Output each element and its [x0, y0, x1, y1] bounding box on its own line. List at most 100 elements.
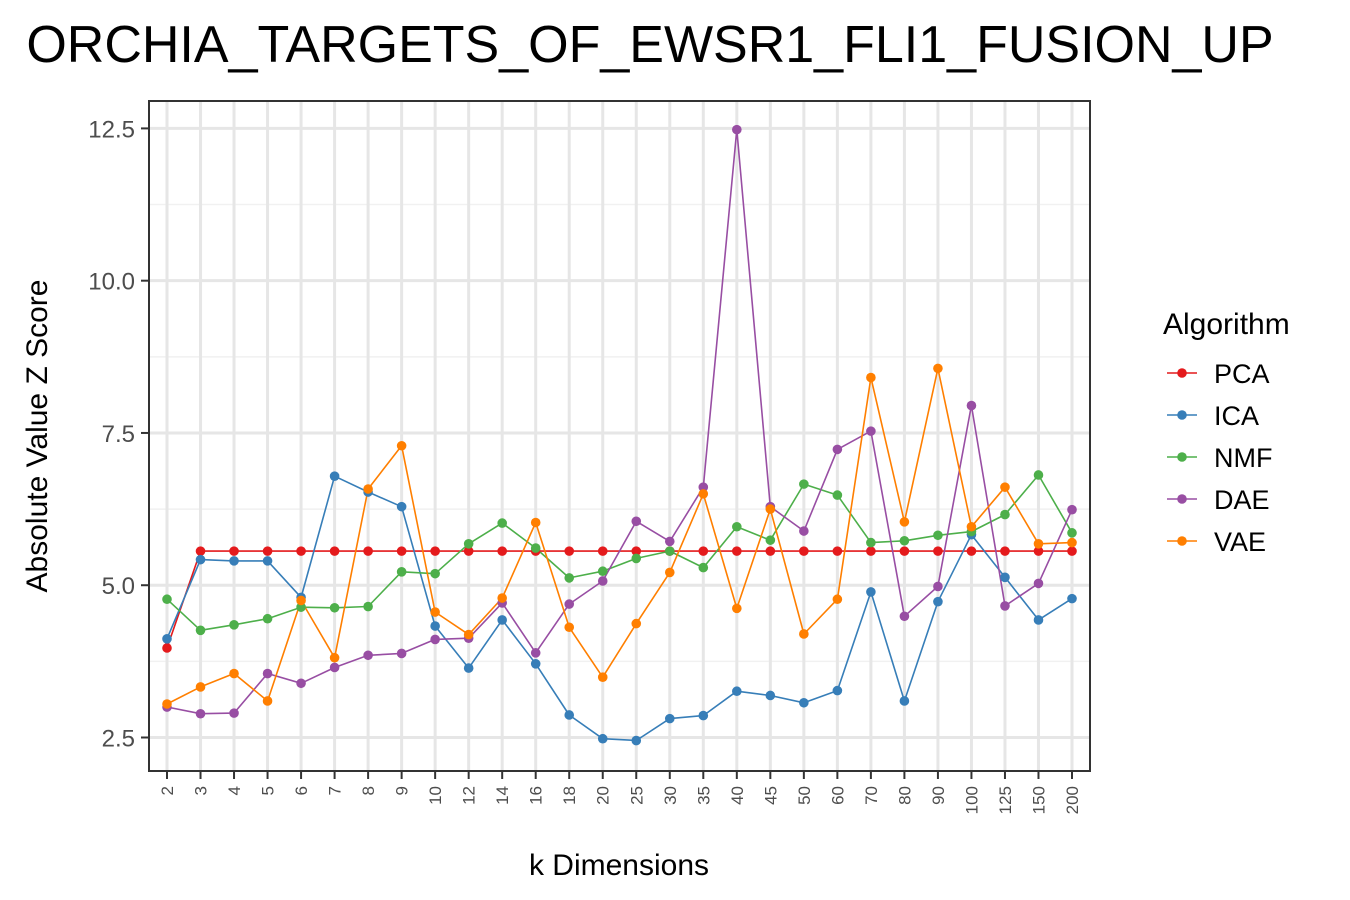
axes: 2.55.07.510.012.52 3 4 5 6 7 8 9 10 12 14 16 18 20 25 3…: [88, 116, 1082, 814]
data-point-ica: [530, 659, 541, 669]
data-point-nmf: [195, 625, 206, 636]
data-point-vae: [564, 622, 575, 633]
data-point-dae: [363, 650, 373, 661]
x-tick-label: 12: [460, 786, 479, 805]
data-point-vae: [631, 618, 642, 629]
data-point-dae: [832, 444, 843, 455]
data-point-pca: [933, 546, 943, 556]
y-tick-label: 7.5: [102, 421, 135, 448]
data-point-ica: [899, 696, 910, 706]
data-point-vae: [195, 682, 206, 692]
legend-label-ica: ICA: [1214, 401, 1259, 431]
data-point-pca: [296, 546, 306, 556]
data-point-vae: [329, 652, 340, 663]
data-point-ica: [396, 501, 407, 512]
data-point-ica: [329, 471, 340, 482]
data-point-vae: [1067, 537, 1077, 548]
data-point-vae: [1000, 482, 1010, 492]
data-point-pca: [832, 546, 843, 556]
data-point-nmf: [933, 530, 943, 541]
data-point-dae: [530, 648, 541, 658]
data-point-pca: [430, 546, 440, 556]
x-tick-label: 4: [225, 786, 244, 795]
data-point-vae: [530, 517, 541, 528]
data-point-dae: [933, 581, 943, 592]
data-point-vae: [765, 504, 776, 514]
data-point-vae: [497, 593, 507, 603]
data-point-dae: [631, 516, 642, 527]
x-tick-label: 30: [661, 786, 680, 805]
data-point-vae: [832, 594, 843, 605]
data-point-nmf: [396, 567, 407, 577]
data-point-pca: [966, 546, 977, 556]
data-point-pca: [329, 546, 340, 556]
data-point-ica: [664, 713, 675, 724]
x-tick-label: 20: [594, 786, 613, 805]
series-line-vae: [166, 367, 1073, 705]
data-point-dae: [396, 648, 407, 659]
data-point-nmf: [664, 546, 675, 556]
series-layer: [162, 124, 1077, 746]
legend-label-nmf: NMF: [1214, 443, 1272, 473]
grid-lines: [149, 101, 1090, 771]
data-point-pca: [765, 546, 776, 556]
x-tick-label: 100: [962, 786, 981, 814]
data-point-ica: [564, 710, 575, 720]
series-line-nmf: [166, 474, 1073, 632]
data-point-dae: [597, 576, 608, 586]
data-point-pca: [396, 546, 407, 556]
data-point-nmf: [799, 479, 809, 489]
data-point-nmf: [363, 601, 373, 612]
x-tick-label: 2: [158, 786, 177, 795]
x-tick-label: 45: [761, 786, 780, 805]
data-point-pca: [1033, 546, 1044, 556]
data-point-dae: [899, 611, 910, 622]
data-point-ica: [597, 733, 608, 744]
x-tick-label: 80: [895, 786, 914, 805]
x-tick-label: 35: [694, 786, 713, 805]
data-point-nmf: [698, 562, 709, 573]
data-point-ica: [631, 735, 642, 746]
data-point-ica: [698, 710, 709, 721]
series-line-dae: [166, 128, 1073, 715]
series-line-ica: [166, 475, 1073, 742]
data-point-nmf: [564, 573, 575, 583]
x-tick-label: 14: [493, 786, 512, 805]
y-tick-label: 10.0: [88, 269, 135, 296]
data-point-dae: [698, 482, 709, 492]
data-point-pca: [732, 546, 742, 556]
plot-background: [149, 101, 1090, 771]
data-point-pca: [463, 546, 474, 556]
data-point-pca: [597, 546, 608, 556]
data-point-vae: [296, 595, 306, 606]
data-point-dae: [799, 526, 809, 536]
data-point-dae: [296, 678, 306, 689]
data-point-ica: [1033, 615, 1044, 625]
data-point-nmf: [262, 613, 273, 624]
data-point-dae: [229, 708, 239, 718]
data-point-pca: [866, 546, 876, 556]
data-point-pca: [1067, 546, 1077, 556]
data-point-nmf: [832, 490, 843, 500]
chart-title: ORCHIA_TARGETS_OF_EWSR1_FLI1_FUSION_UP: [26, 16, 1273, 74]
data-point-dae: [1067, 504, 1077, 515]
data-point-vae: [430, 607, 440, 617]
data-point-nmf: [296, 602, 306, 612]
legend: Algorithm PCA ICA NMF DAE VAE: [1163, 308, 1290, 557]
data-point-dae: [866, 426, 876, 436]
data-point-pca: [698, 546, 709, 556]
data-point-dae: [966, 400, 977, 411]
data-point-pca: [363, 546, 373, 556]
data-point-nmf: [463, 539, 474, 549]
data-point-ica: [832, 685, 843, 696]
data-point-vae: [162, 699, 172, 709]
x-tick-label: 40: [728, 786, 747, 805]
plot-frame: [148, 100, 1091, 772]
data-point-dae: [664, 536, 675, 547]
data-point-vae: [698, 489, 709, 499]
x-tick-label: 125: [996, 786, 1015, 814]
x-tick-label: 8: [359, 786, 378, 795]
legend-title: Algorithm: [1163, 308, 1290, 341]
data-point-ica: [430, 621, 440, 631]
data-point-vae: [363, 484, 373, 494]
